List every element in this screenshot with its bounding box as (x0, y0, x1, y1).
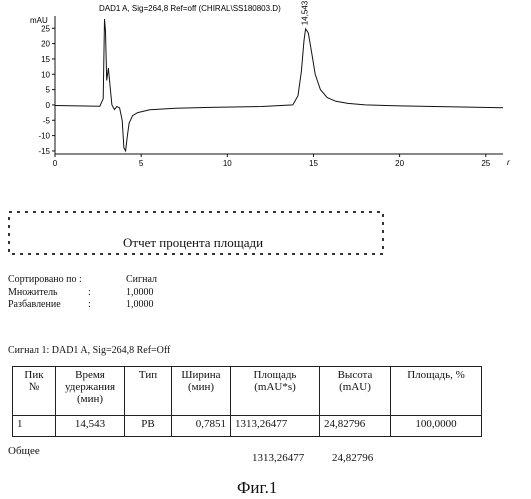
col-peak-l2: № (29, 381, 40, 393)
chromatogram-trace (55, 19, 503, 151)
col-peak-l1: Пик (24, 369, 43, 381)
dilution-label: Разбавление (8, 299, 61, 310)
multiplier-label: Множитель (8, 287, 58, 298)
chart-title: DAD1 A, Sig=264,8 Ref=off (CHIRAL\SS1808… (99, 4, 281, 13)
total-height: 24,82796 (332, 452, 373, 464)
col-type-l1: Тип (139, 369, 157, 381)
y-tick-label: 0 (46, 101, 51, 110)
x-tick-label: 0 (53, 159, 58, 168)
cell-retention-time: 14,543 (56, 416, 125, 437)
col-retention-time: Времяудержания(мин) (56, 367, 125, 416)
y-tick-label: 25 (41, 24, 50, 33)
peak-table: Пик№ Времяудержания(мин) Тип Ширина(мин)… (12, 366, 482, 437)
cell-width: 0,7851 (172, 416, 231, 437)
report-title: Отчет процента площади (123, 235, 263, 251)
sorted-label: Сортировано по : (8, 274, 82, 285)
col-rt-l1: Время (75, 369, 105, 381)
multiplier-colon: : (88, 287, 91, 298)
y-tick-label: 20 (41, 40, 50, 49)
col-width-l1: Ширина (181, 369, 220, 381)
chromatogram-chart: DAD1 A, Sig=264,8 Ref=off (CHIRAL\SS1808… (0, 0, 531, 175)
figure-caption: Фиг.1 (237, 478, 277, 498)
y-tick-label: -5 (43, 116, 51, 125)
y-tick-label: 15 (41, 55, 50, 64)
dilution-colon: : (88, 299, 91, 310)
y-tick-label: 5 (46, 86, 51, 95)
cell-area-percent: 100,0000 (391, 416, 482, 437)
multiplier-value: 1,0000 (126, 287, 154, 298)
total-area: 1313,26477 (252, 452, 304, 464)
col-area-percent: Площадь, % (391, 367, 482, 416)
col-width: Ширина(мин) (172, 367, 231, 416)
cell-height: 24,82796 (320, 416, 391, 437)
col-peak: Пик№ (13, 367, 56, 416)
table-header-row: Пик№ Времяудержания(мин) Тип Ширина(мин)… (13, 367, 482, 416)
table-row: 1 14,543 PB 0,7851 1313,26477 24,82796 1… (13, 416, 482, 437)
y-tick-label: 10 (41, 70, 50, 79)
cell-peak: 1 (13, 416, 56, 437)
col-height-l1: Высота (338, 369, 373, 381)
chart-axes (55, 16, 503, 154)
sorted-value: Сигнал (126, 274, 157, 285)
x-tick-label: 20 (395, 159, 404, 168)
col-height-l2: (mAU) (339, 381, 371, 393)
x-tick-label: 5 (139, 159, 144, 168)
col-width-l2: (мин) (188, 381, 214, 393)
x-axis-unit: r (507, 158, 510, 167)
col-area-pct-l1: Площадь, % (407, 369, 465, 381)
col-rt-l2: удержания (65, 381, 115, 393)
total-label: Общее (8, 445, 40, 457)
x-tick-label: 15 (309, 159, 318, 168)
col-rt-l3: (мин) (77, 393, 103, 405)
col-height: Высота(mAU) (320, 367, 391, 416)
cell-type: PB (125, 416, 172, 437)
col-area-l2: (mAU*s) (254, 381, 296, 393)
y-tick-label: -15 (38, 147, 50, 156)
x-tick-label: 10 (223, 159, 232, 168)
col-area-l1: Площадь (254, 369, 297, 381)
peak-label: 14,543 (301, 0, 310, 25)
dilution-value: 1,0000 (126, 299, 154, 310)
cell-area: 1313,26477 (231, 416, 320, 437)
signal-line: Сигнал 1: DAD1 A, Sig=264,8 Ref=Off (8, 345, 170, 356)
col-type: Тип (125, 367, 172, 416)
x-tick-label: 25 (481, 159, 490, 168)
col-area: Площадь(mAU*s) (231, 367, 320, 416)
y-tick-label: -10 (38, 132, 50, 141)
